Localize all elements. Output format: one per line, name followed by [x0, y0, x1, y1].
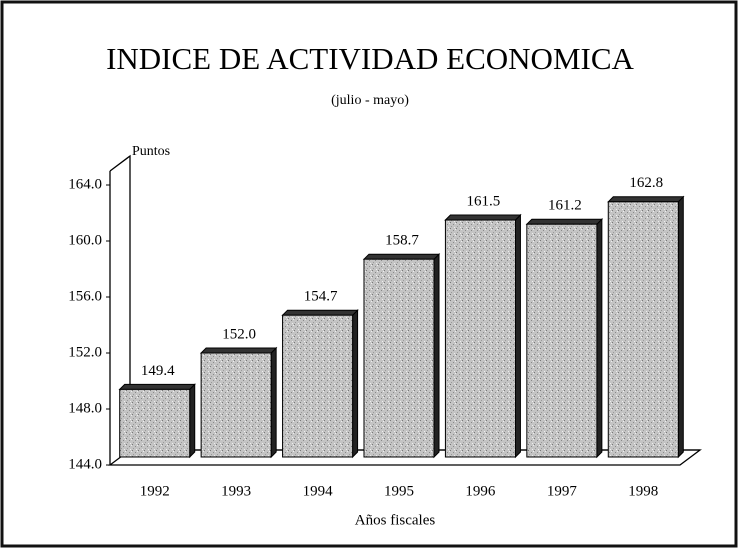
bar	[200, 352, 272, 458]
y-tick-label: 156.0	[68, 288, 102, 304]
bar-top	[281, 309, 359, 316]
x-tick-label: 1994	[303, 483, 334, 499]
x-tick-label: 1998	[628, 483, 658, 499]
bar-top	[362, 253, 441, 260]
y-axis-label: Puntos	[132, 144, 170, 159]
bar-side	[270, 346, 277, 459]
bar-side	[514, 213, 521, 459]
value-label: 161.2	[548, 198, 582, 214]
bar-side	[189, 383, 196, 459]
bar-top	[118, 383, 196, 390]
y-tick-label: 160.0	[68, 232, 102, 248]
bar-top	[199, 347, 278, 354]
bar	[526, 223, 598, 458]
bar	[444, 219, 516, 458]
value-label: 152.0	[222, 326, 256, 342]
x-tick-label: 1995	[384, 483, 414, 499]
value-label: 149.4	[141, 363, 175, 379]
bar	[363, 258, 435, 458]
bar-top	[607, 196, 685, 203]
value-label: 154.7	[304, 289, 338, 305]
y-tick-label: 144.0	[68, 456, 102, 472]
bar	[119, 388, 191, 458]
bar-top	[525, 218, 604, 225]
bar	[282, 314, 354, 458]
chart-title: INDICE DE ACTIVIDAD ECONOMICA	[106, 41, 634, 76]
x-tick-label: 1996	[465, 483, 496, 499]
bar-side	[352, 308, 359, 459]
bar-side	[677, 195, 684, 459]
value-label: 158.7	[385, 233, 419, 249]
value-label: 162.8	[629, 175, 663, 191]
bar-top	[444, 214, 522, 221]
bar-side	[433, 252, 440, 459]
x-tick-label: 1993	[221, 483, 251, 499]
y-tick-label: 148.0	[68, 400, 102, 416]
x-tick-label: 1992	[140, 483, 170, 499]
x-tick-label: 1997	[547, 483, 578, 499]
value-label: 161.5	[467, 193, 501, 209]
bar-side	[596, 217, 603, 459]
y-tick-label: 152.0	[68, 344, 102, 360]
bar	[607, 201, 679, 458]
x-axis-label: Años fiscales	[355, 512, 436, 528]
chart-subtitle: (julio - mayo)	[331, 93, 409, 108]
y-tick-label: 164.0	[68, 176, 102, 192]
